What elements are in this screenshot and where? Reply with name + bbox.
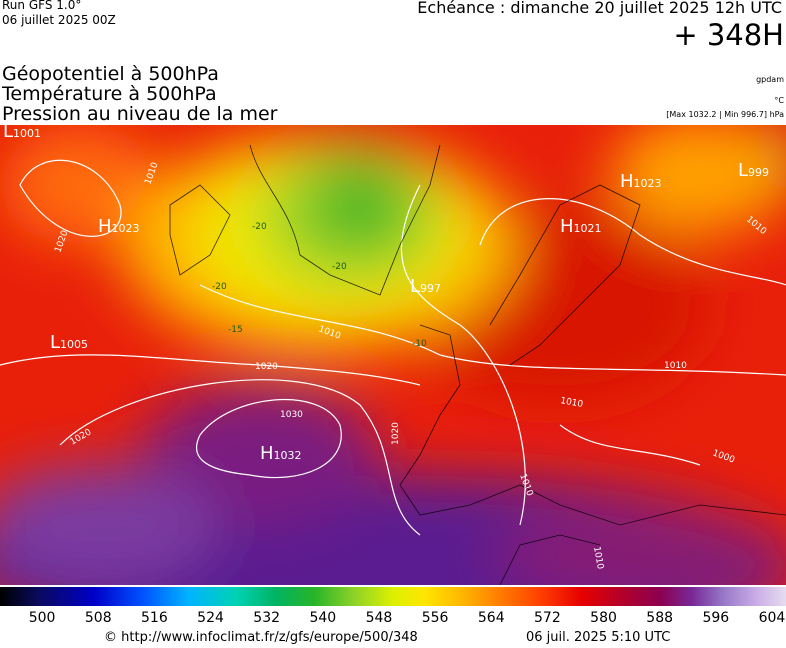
pressure-center: L997 [410,276,441,297]
isobar-label: 1010 [591,546,605,571]
temperature-label: -15 [228,325,243,335]
map: L1001 H1023 L1005 H1032 L997 H1021 H1023… [0,125,786,585]
center-letter: L [410,276,420,297]
pressure-center: L1001 [3,125,41,142]
pressure-center: H1023 [98,216,140,237]
colorbar-label: 524 [197,610,224,626]
colorbar-label: 540 [309,610,337,626]
isobar-label: 1010 [559,396,584,410]
colorbar-label: 508 [84,610,112,626]
extremes: [Max 1032.2 | Min 996.7] hPa [666,110,784,119]
field: Géopotentiel à 500hPa [2,63,219,85]
center-letter: H [560,216,574,237]
center-pressure: 997 [420,282,441,295]
center-letter: L [738,160,748,181]
pressure-center: L999 [738,160,769,181]
center-pressure: 1023 [112,222,140,235]
colorbar [0,587,786,606]
run: Run GFS 1.0° [2,0,82,12]
pressure-center: L1005 [50,332,88,353]
isobar-label: 1030 [280,410,303,420]
temperature-label: -20 [332,262,347,272]
colorbar-label: 580 [590,610,617,626]
center-letter: L [3,125,13,142]
field: Pression au niveau de la mer [2,103,278,125]
source-url: © http://www.infoclimat.fr/z/gfs/europe/… [104,630,418,645]
center-letter: H [620,171,634,192]
coastlines [169,144,786,585]
center-pressure: 1005 [60,338,88,351]
center-pressure: 999 [748,166,769,179]
colorbar-label: 588 [646,610,674,626]
field-shading [0,125,786,585]
isobar-label: 1010 [664,361,687,371]
colorbar-label: 532 [253,610,281,626]
colorbar-label: 572 [534,610,561,626]
center-letter: H [98,216,112,237]
isobar-label: 1020 [255,362,278,372]
temperature-label: -20 [252,222,267,232]
forecast: Echéance : dimanche 20 juillet 2025 12h … [417,0,782,17]
center-pressure: 1001 [13,127,41,140]
colorbar-label: 564 [477,610,505,626]
center-letter: H [260,443,274,464]
colorbar-label: 556 [421,610,449,626]
unit: °C [774,96,784,105]
temperature-label: -10 [412,339,427,349]
colorbar-label: 500 [28,610,56,626]
colorbar-label: 516 [141,610,168,626]
colorbar-label: 548 [365,610,393,626]
center-pressure: 1023 [634,177,662,190]
temperature-label: -20 [212,282,227,292]
isobar-label: 1020 [391,422,401,445]
colorbar-label: 596 [702,610,730,626]
field: Température à 500hPa [2,83,217,105]
pressure-center: H1032 [260,443,302,464]
center-pressure: 1021 [574,222,602,235]
lead-time: + 348H [673,18,784,52]
pressure-center: H1023 [620,171,662,192]
colorbar-label: 604 [758,610,786,626]
pressure-center: H1021 [560,216,602,237]
center-letter: L [50,332,60,353]
isobars [0,159,786,536]
center-pressure: 1032 [274,449,302,462]
generated-date: 06 juil. 2025 5:10 UTC [526,630,671,645]
run-date: 06 juillet 2025 00Z [2,13,116,27]
unit: gpdam [756,75,784,84]
